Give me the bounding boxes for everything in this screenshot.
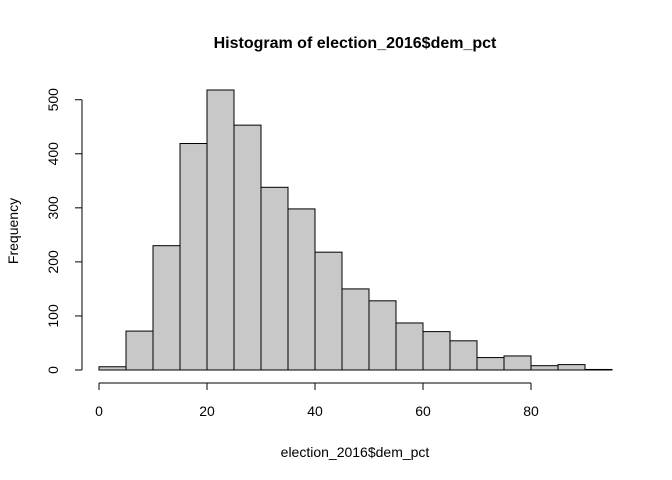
histogram-bar <box>368 300 397 371</box>
histogram-bar <box>260 186 289 371</box>
y-tick-label: 400 <box>45 142 61 166</box>
x-tick-label: 0 <box>95 403 103 419</box>
x-tick-label: 20 <box>199 403 215 419</box>
histogram-bar <box>341 288 370 371</box>
y-tick-label: 300 <box>45 196 61 220</box>
y-axis: 0 100 200 300 400 500 <box>45 88 83 374</box>
histogram-bar <box>314 251 343 371</box>
histogram-bar <box>125 330 154 371</box>
histogram-bar <box>449 340 478 371</box>
histogram-bar <box>152 245 181 371</box>
x-axis-label: election_2016$dem_pct <box>281 444 430 460</box>
x-tick-label: 80 <box>523 403 539 419</box>
chart-title: Histogram of election_2016$dem_pct <box>214 35 497 52</box>
histogram-bar <box>503 355 532 371</box>
histogram-bar <box>557 364 586 371</box>
x-axis: 0 20 40 60 80 <box>95 382 539 419</box>
histogram-bar <box>206 89 235 371</box>
histogram-bar <box>584 368 613 371</box>
histogram-bar <box>476 357 505 371</box>
y-axis-label: Frequency <box>5 198 21 264</box>
histogram-bar <box>422 331 451 371</box>
histogram-bars <box>98 89 613 371</box>
histogram-bar <box>98 366 127 371</box>
histogram-bar <box>179 143 208 371</box>
histogram-bar <box>395 322 424 371</box>
y-tick-label: 100 <box>45 304 61 328</box>
histogram-bar <box>530 365 559 371</box>
y-tick-label: 0 <box>45 366 61 374</box>
x-tick-label: 40 <box>307 403 323 419</box>
y-tick-label: 500 <box>45 88 61 112</box>
histogram-bar <box>233 124 262 371</box>
y-tick-label: 200 <box>45 250 61 274</box>
histogram-bar <box>287 208 316 371</box>
x-tick-label: 60 <box>415 403 431 419</box>
